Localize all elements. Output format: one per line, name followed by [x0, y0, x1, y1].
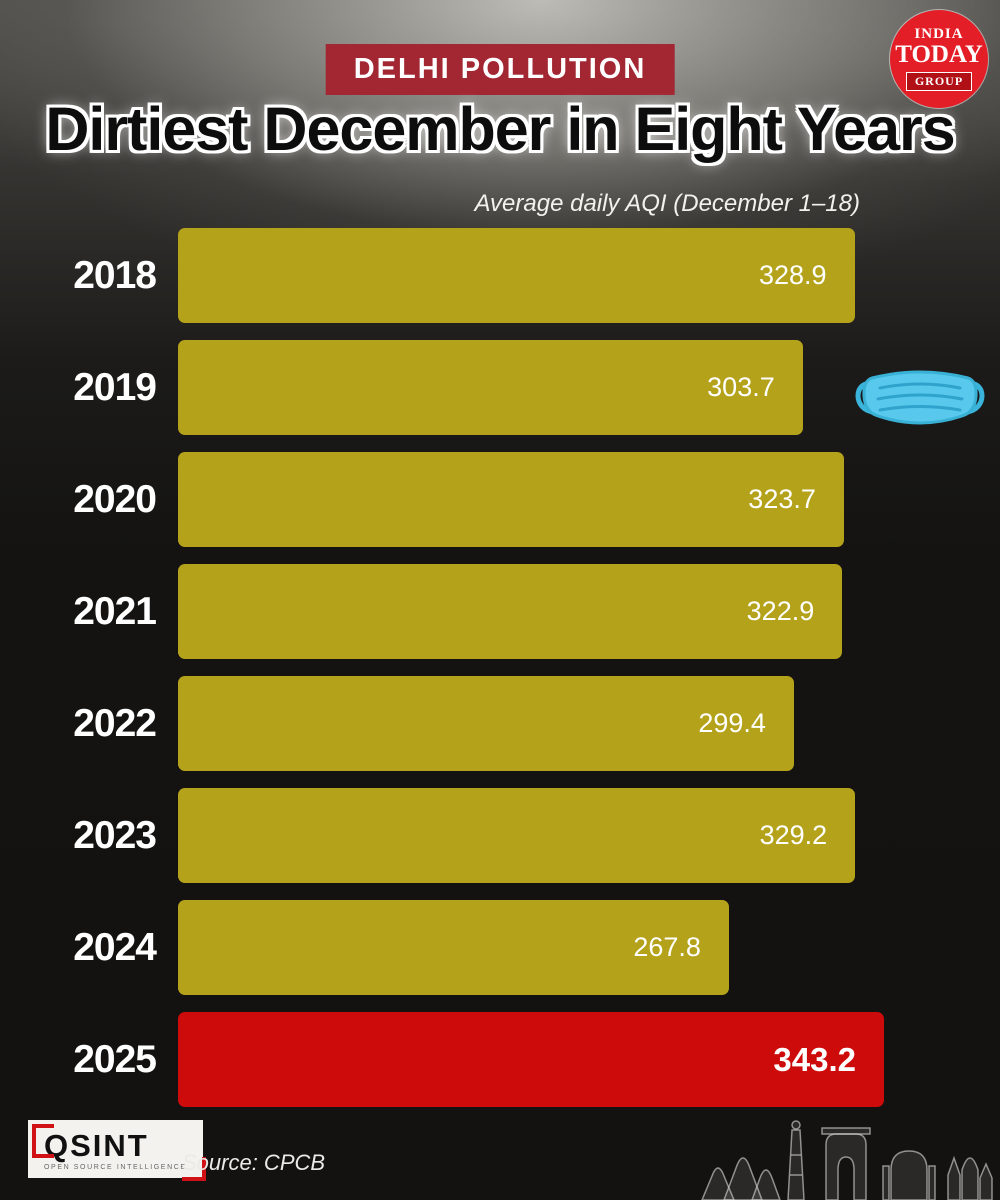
bar-track: 322.9: [178, 564, 884, 659]
year-label: 2023: [73, 813, 157, 857]
bar-row: 2025 343.2: [0, 1012, 884, 1107]
qsint-logo-text: QSINT: [44, 1128, 149, 1163]
value-label: 267.8: [633, 932, 701, 962]
aqi-bar: 343.2: [178, 1012, 884, 1107]
bar-row: 2021 322.9: [0, 564, 884, 659]
value-label: 328.9: [759, 260, 827, 290]
year-label: 2022: [73, 701, 157, 745]
aqi-bar: 299.4: [178, 676, 794, 771]
chart-subtitle: Average daily AQI (December 1–18): [474, 190, 860, 217]
logo-text-india: INDIA: [914, 26, 964, 43]
source-attribution: Source: CPCB: [182, 1150, 326, 1175]
bar-row: 2023 329.2: [0, 788, 884, 883]
qsint-logo-subtext: OPEN SOURCE INTELLIGENCE: [44, 1164, 187, 1171]
bar-row: 2018 328.9: [0, 228, 884, 323]
year-label: 2019: [73, 365, 157, 409]
aqi-bar: 329.2: [178, 788, 856, 883]
value-label: 343.2: [773, 1040, 856, 1078]
bar-track: 303.7: [178, 340, 884, 435]
aqi-bar: 322.9: [178, 564, 843, 659]
value-label: 322.9: [746, 596, 815, 626]
bar-row: 2022 299.4: [0, 676, 884, 771]
bar-track: 343.2: [178, 1012, 884, 1107]
bar-track: 267.8: [178, 900, 884, 995]
bar-row: 2020 323.7: [0, 452, 884, 547]
aqi-bar: 323.7: [178, 452, 844, 547]
year-label: 2018: [73, 253, 157, 297]
delhi-monuments-skyline-icon: [701, 1120, 993, 1200]
bar-track: 323.7: [178, 452, 884, 547]
value-label: 323.7: [748, 484, 816, 514]
year-label: 2025: [73, 1037, 157, 1081]
bar-row: 2019 303.7: [0, 340, 884, 435]
bar-track: 328.9: [178, 228, 884, 323]
aqi-bar: 267.8: [178, 900, 729, 995]
value-label: 303.7: [707, 372, 775, 402]
bar-track: 329.2: [178, 788, 884, 883]
logo-text-group: GROUP: [905, 72, 973, 91]
aqi-bar: 328.9: [178, 228, 855, 323]
bar-chart: 2018 328.9 2019 303.7 2020 323.7 2021 322.9 2022…: [0, 228, 884, 1124]
face-mask-icon: [855, 370, 985, 425]
year-label: 2021: [73, 589, 157, 633]
page-title: Dirtiest December in Eight Years: [45, 95, 955, 163]
value-label: 329.2: [759, 820, 828, 850]
india-today-group-logo: INDIA TODAY GROUP: [890, 10, 988, 108]
year-label: 2024: [73, 925, 157, 969]
category-badge: DELHI POLLUTION: [325, 44, 675, 95]
qsint-logo: QSINT OPEN SOURCE INTELLIGENCE: [28, 1120, 206, 1181]
year-label: 2020: [73, 477, 157, 521]
value-label: 299.4: [698, 708, 766, 738]
bar-track: 299.4: [178, 676, 884, 771]
bar-row: 2024 267.8: [0, 900, 884, 995]
logo-text-today: TODAY: [895, 41, 983, 69]
aqi-bar: 303.7: [178, 340, 803, 435]
